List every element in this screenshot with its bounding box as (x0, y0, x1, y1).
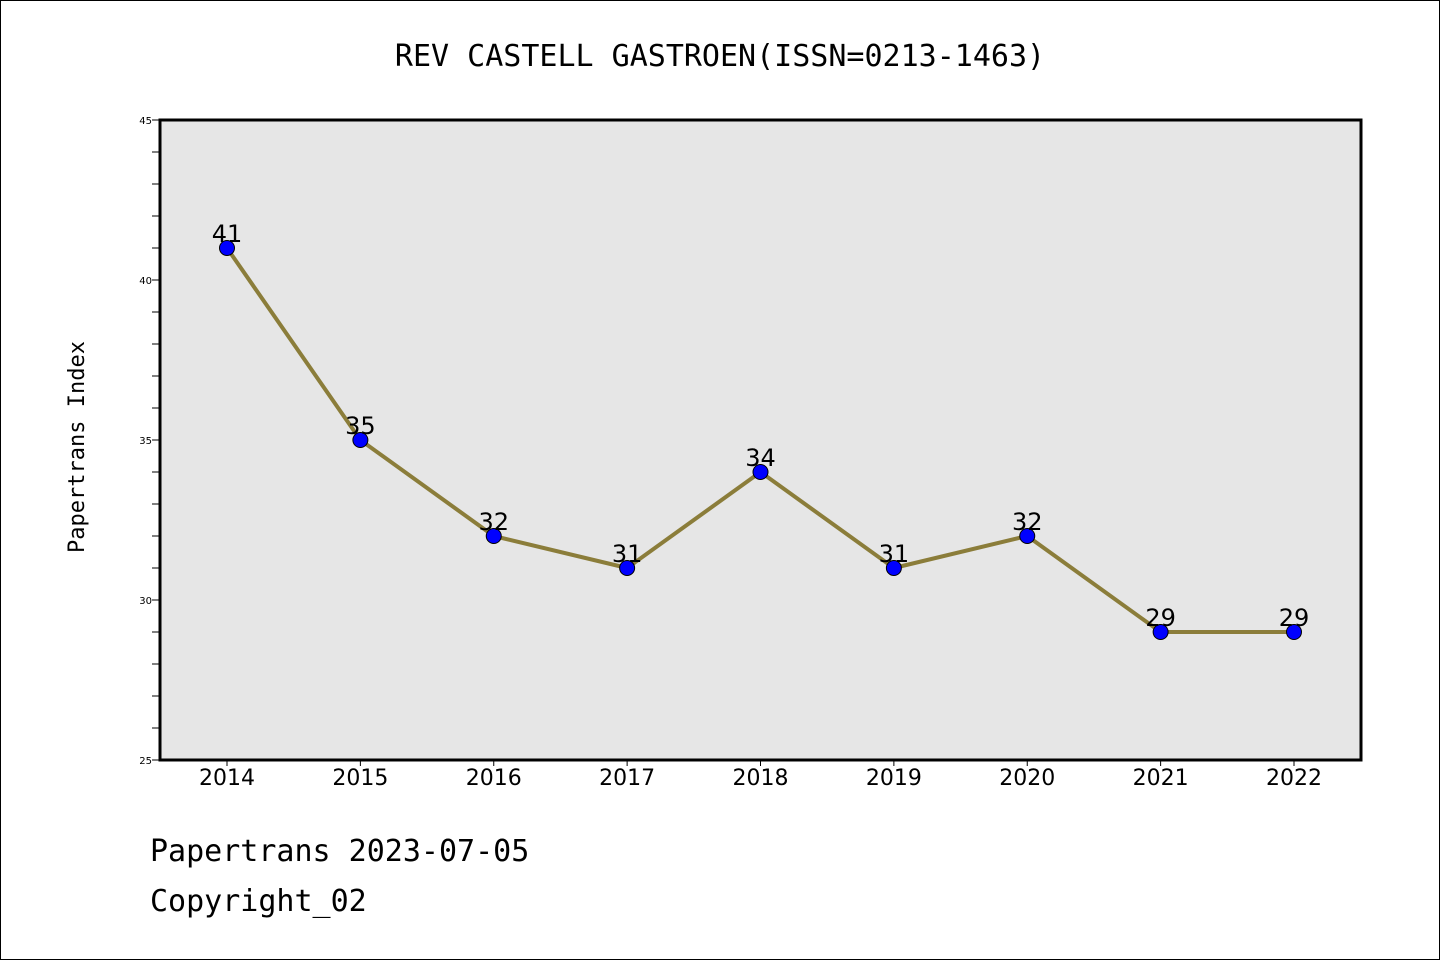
x-tick-label: 2017 (599, 766, 655, 791)
data-label: 31 (612, 540, 643, 568)
data-label: 32 (1012, 508, 1043, 536)
data-point (1152, 624, 1169, 640)
x-axis-ticks: 2014 2015 2016 2017 2018 2019 2020 2021 2022 (199, 760, 1322, 791)
plot-area (158, 118, 1363, 762)
footer-copyright: Copyright_02 (150, 884, 367, 919)
y-axis-ticks: 25 30 35 40 45 (139, 116, 160, 767)
y-tick-label: 45 (139, 116, 152, 127)
x-tick-label: 2016 (466, 766, 522, 791)
data-label: 29 (1279, 604, 1310, 632)
chart-title: REV CASTELL GASTROEN(ISSN=0213-1463) (395, 39, 1045, 74)
x-tick-label: 2015 (332, 766, 388, 791)
data-point (1286, 624, 1302, 640)
x-tick-label: 2022 (1266, 766, 1322, 791)
data-label: 31 (879, 540, 910, 568)
data-point (485, 528, 502, 544)
x-tick-label: 2021 (1133, 766, 1189, 791)
data-label: 32 (478, 508, 509, 536)
data-point (619, 560, 636, 576)
data-point (352, 432, 369, 448)
footer-source-date: Papertrans 2023-07-05 (150, 834, 530, 869)
data-point (885, 560, 902, 576)
x-tick-label: 2019 (866, 766, 922, 791)
x-tick-label: 2014 (199, 766, 255, 791)
data-label: 34 (745, 444, 776, 472)
y-tick-label: 25 (139, 756, 152, 767)
y-axis-label: Papertrans Index (65, 341, 90, 553)
x-tick-label: 2018 (733, 766, 789, 791)
y-tick-label: 35 (139, 436, 152, 447)
series-group: 41 35 32 31 34 31 32 29 29 (212, 220, 1310, 640)
data-point (219, 240, 235, 256)
data-label: 35 (345, 412, 376, 440)
y-tick-label: 40 (139, 276, 152, 287)
data-point (752, 464, 769, 480)
x-tick-label: 2020 (999, 766, 1055, 791)
data-label: 29 (1145, 604, 1176, 632)
data-point (1019, 528, 1036, 544)
y-tick-label: 30 (139, 596, 152, 607)
data-label: 41 (212, 220, 243, 248)
